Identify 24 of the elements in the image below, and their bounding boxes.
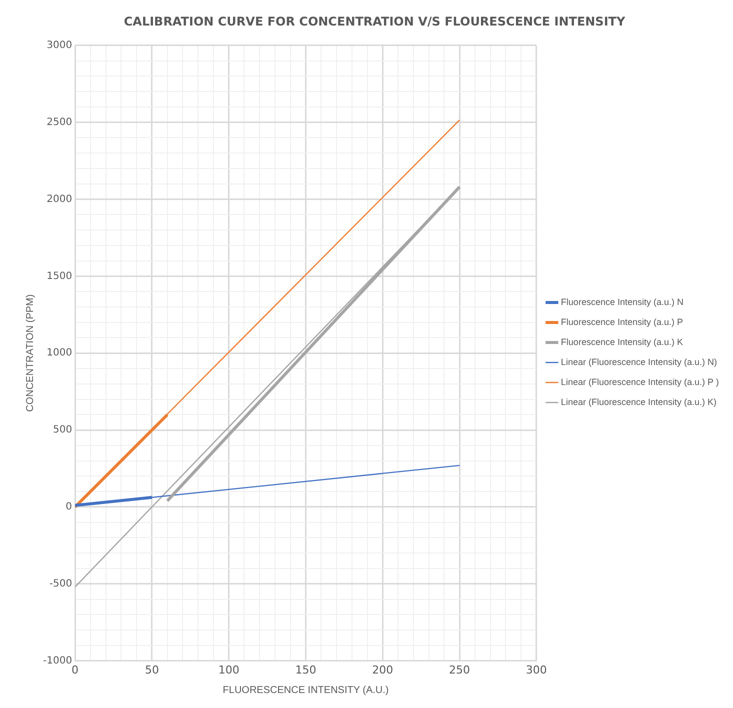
y-tick-label: 500 — [52, 424, 72, 436]
x-tick-label: 200 — [372, 663, 394, 676]
x-tick-label: 50 — [144, 663, 159, 676]
y-tick-label: -1000 — [42, 655, 72, 666]
y-tick-label: 1500 — [46, 270, 72, 282]
legend-label: Fluorescence Intensity (a.u.) K — [560, 336, 683, 347]
legend-label: Fluorescence Intensity (a.u.) P — [560, 316, 683, 327]
x-tick-label: 250 — [449, 663, 470, 676]
x-tick-label: 150 — [295, 663, 316, 676]
x-axis-title: FLUORESCENCE INTENSITY (A.U.) — [222, 684, 389, 696]
x-tick-label: 300 — [526, 663, 547, 676]
x-tick-label: 100 — [218, 663, 240, 676]
y-tick-label: 2000 — [46, 194, 72, 205]
legend-label: Fluorescence Intensity (a.u.) N — [560, 296, 684, 307]
y-tick-label: 1000 — [46, 348, 72, 359]
legend-label: Linear (Fluorescence Intensity (a.u.) K) — [560, 396, 717, 407]
y-tick-label: 0 — [66, 502, 72, 513]
y-tick-label: -500 — [49, 578, 72, 590]
y-axis-title: CONCENTRATION (PPM) — [24, 294, 36, 412]
y-tick-label: 2500 — [46, 116, 72, 128]
chart-title: CALIBRATION CURVE FOR CONCENTRATION V/S FLOURESCENCE INTENSITY — [124, 14, 626, 28]
y-tick-label: 3000 — [46, 40, 72, 51]
legend-label: Linear (Fluorescence Intensity (a.u.) P ) — [560, 376, 719, 387]
legend-label: Linear (Fluorescence Intensity (a.u.) N) — [560, 356, 718, 367]
